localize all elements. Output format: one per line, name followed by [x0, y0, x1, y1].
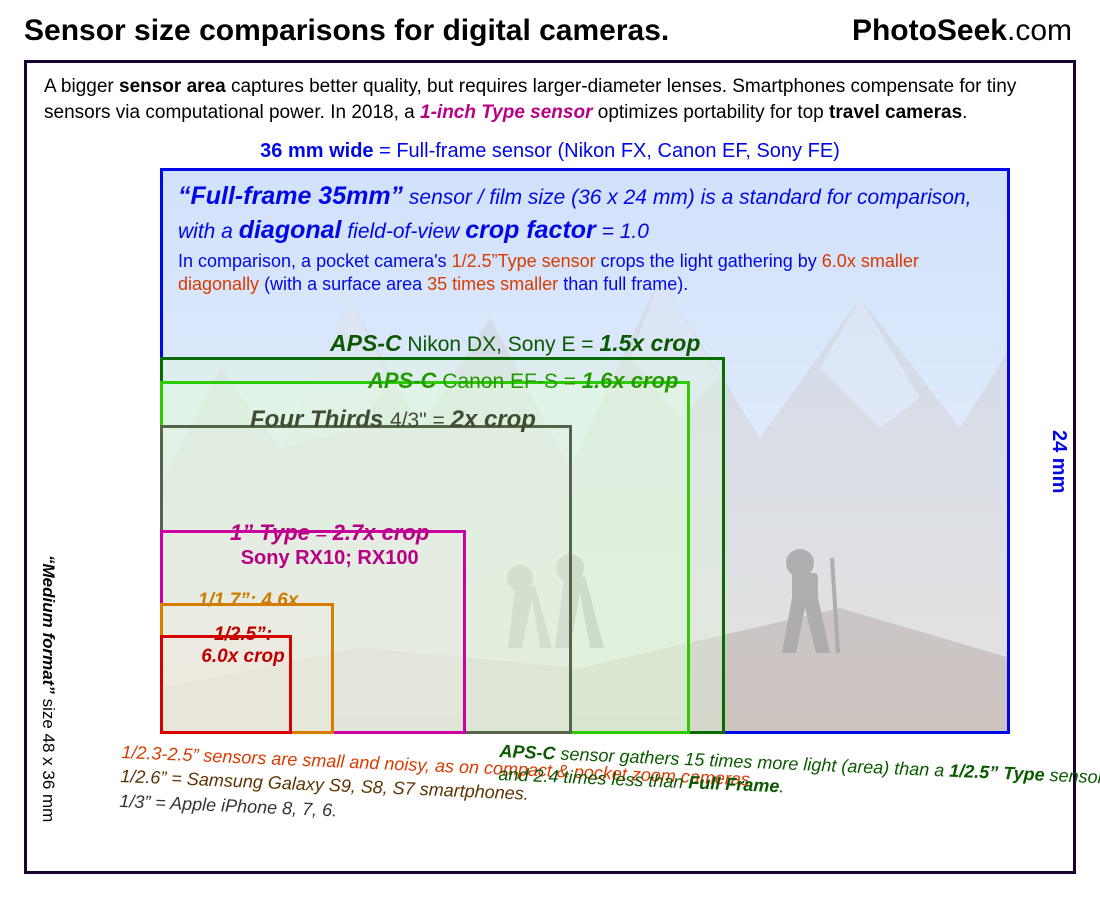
ff-title: “Full-frame 35mm”: [178, 182, 403, 210]
ft-crop: 2x crop: [451, 406, 536, 433]
apsc-bn-type: 1/2.5” Type: [949, 761, 1045, 785]
apsc-c-crop: 1.6x crop: [582, 368, 679, 393]
one-crop: 2.7x crop: [333, 520, 430, 545]
medium-format-label: “Medium format”: [39, 555, 58, 694]
full-frame-text: “Full-frame 35mm” sensor / film size (36…: [178, 180, 978, 248]
intro-1inch-highlight: 1-inch Type sensor: [420, 102, 592, 123]
one-eq: =: [310, 523, 333, 545]
apsc-nikon-label: APS-C Nikon DX, Sony E = 1.5x crop: [330, 330, 700, 357]
logo: PhotoSeek.com: [852, 14, 1072, 48]
apsc-bn-name: APS-C: [499, 741, 556, 763]
intro-bold-sensor-area: sensor area: [119, 76, 226, 97]
apsc-n-name: APS-C: [330, 330, 402, 356]
top-axis-label: 36 mm wide = Full-frame sensor (Nikon FX…: [0, 140, 1100, 163]
logo-domain: .com: [1007, 14, 1072, 47]
ff-note-sensor: 1/2.5”Type sensor: [452, 251, 596, 271]
intro-bold-travel: travel cameras: [829, 102, 962, 123]
one-inch-label: 1” Type = 2.7x crop Sony RX10; RX100: [230, 520, 429, 570]
page-title: Sensor size comparisons for digital came…: [24, 14, 669, 48]
logo-bold: PhotoSeek: [852, 14, 1007, 47]
ff-note-text: crops the light gathering by: [596, 251, 822, 271]
infographic-canvas: Sensor size comparisons for digital came…: [0, 0, 1100, 901]
intro-paragraph: A bigger sensor area captures better qua…: [44, 74, 1056, 125]
one-name: 1” Type: [230, 520, 310, 545]
medium-format-size: size 48 x 36 mm: [39, 694, 58, 823]
left-axis-label: “Medium format” size 48 x 36 mm: [38, 555, 58, 822]
ff-desc: field-of-view: [342, 220, 466, 243]
four-thirds-label: Four Thirds 4/3" = 2x crop: [250, 406, 536, 434]
apsc-c-desc: Canon EF-S =: [436, 370, 581, 393]
right-axis-label: 24 mm: [1047, 430, 1070, 493]
intro-text: A bigger: [44, 76, 119, 97]
apsc-bn-txt: .: [779, 777, 785, 797]
ff-note-text: In comparison, a pocket camera's: [178, 251, 452, 271]
apsc-c-name: APS-C: [368, 368, 436, 393]
s25-crop: 6.0x crop: [201, 646, 284, 667]
one-models: Sony RX10; RX100: [241, 547, 419, 569]
ff-crop-val: = 1.0: [596, 220, 649, 243]
apsc-n-desc: Nikon DX, Sony E =: [402, 333, 600, 356]
ft-desc: 4/3" =: [390, 409, 451, 432]
axis-width-value: 36 mm wide: [260, 140, 373, 162]
sensor-1-1-7-label: 1/1.7”: 4.6x: [198, 590, 298, 612]
sensor-1-2-5-label: 1/2.5”: 6.0x crop: [184, 624, 302, 668]
ff-note-text: than full frame).: [558, 274, 688, 294]
ft-name: Four Thirds: [250, 406, 390, 433]
apsc-bn-ff: Full Frame: [688, 773, 780, 797]
s25-size: 1/2.5”:: [214, 624, 272, 645]
ff-crop-factor: crop factor: [465, 216, 596, 244]
ff-note-area: 35 times smaller: [427, 274, 558, 294]
axis-width-desc: = Full-frame sensor (Nikon FX, Canon EF,…: [374, 140, 840, 162]
intro-text: optimizes portability for top: [592, 102, 829, 123]
ff-note-text: (with a surface area: [259, 274, 427, 294]
ff-diag: diagonal: [239, 216, 342, 244]
apsc-canon-label: APS-C Canon EF-S = 1.6x crop: [368, 368, 678, 394]
intro-text: .: [962, 102, 967, 123]
full-frame-note: In comparison, a pocket camera's 1/2.5”T…: [178, 250, 988, 297]
apsc-n-crop: 1.5x crop: [599, 330, 700, 356]
